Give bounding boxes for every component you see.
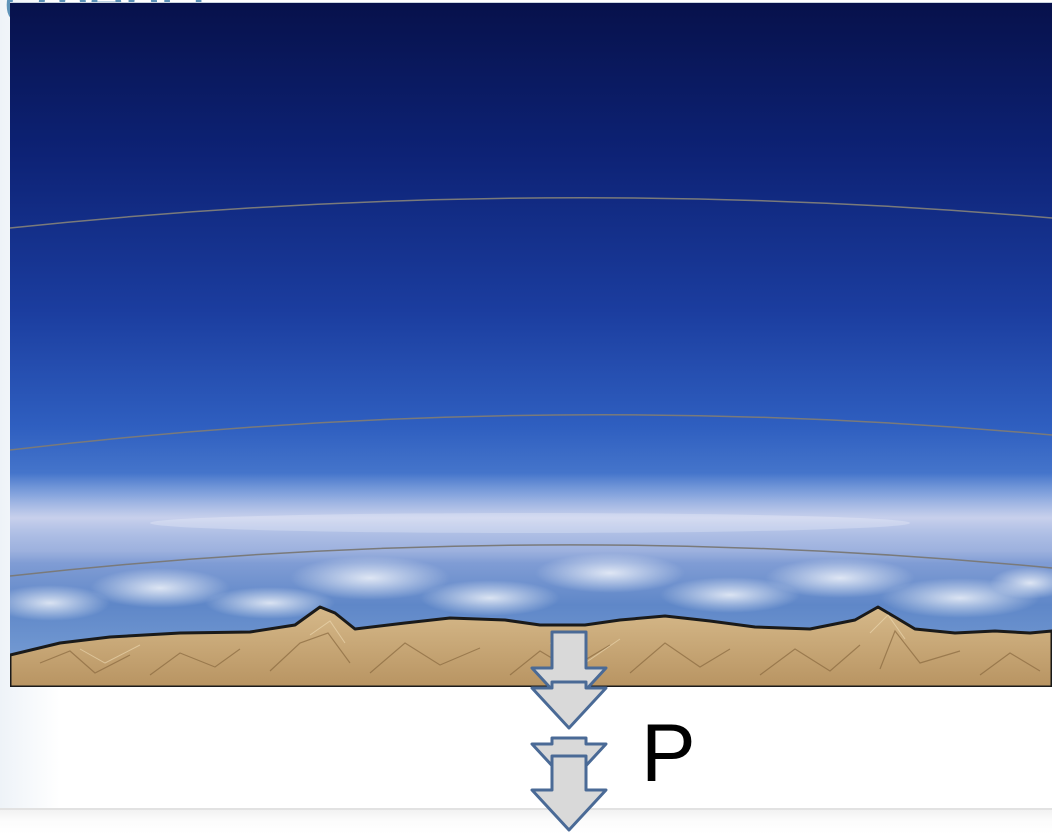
cloud-cover [10, 513, 1052, 621]
atmosphere-layer-boundary-middle [10, 413, 1052, 451]
slide-footer-bar [0, 808, 1052, 834]
ground-texture [39, 629, 1041, 676]
pressure-label: P [641, 708, 696, 799]
atmosphere-illustration [10, 2, 1052, 687]
pressure-arrows [520, 630, 620, 834]
atmosphere-layer-boundary-lower [10, 544, 1052, 577]
atmosphere-layer-boundary-upper [10, 197, 1052, 229]
haze-band [10, 473, 1052, 563]
mountain-ground [10, 605, 1052, 687]
down-arrow-icon [530, 630, 608, 832]
